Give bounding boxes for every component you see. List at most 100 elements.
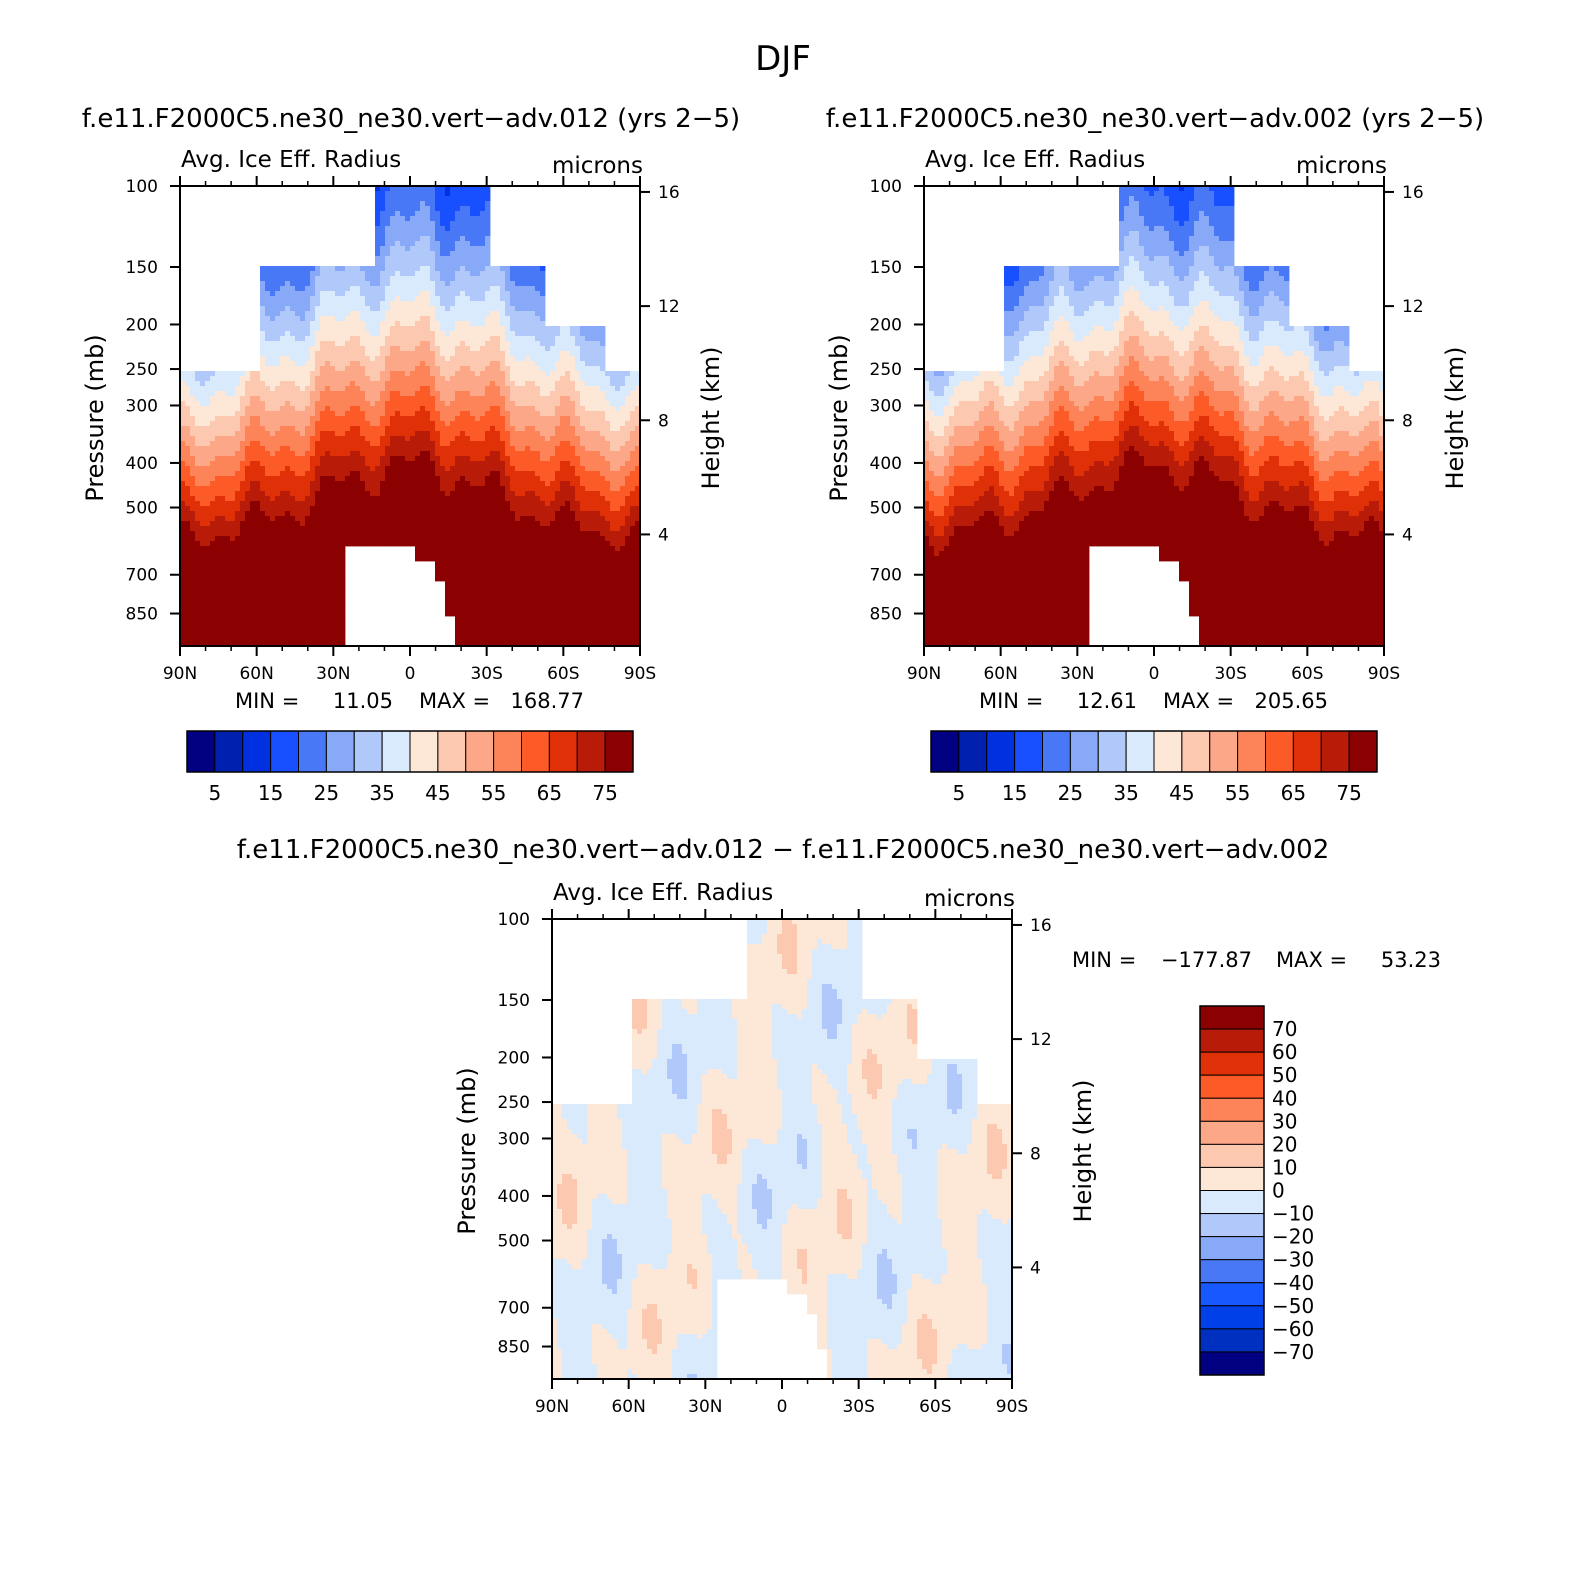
contour-cell [330, 501, 335, 506]
contour-cell [465, 291, 470, 296]
contour-cell [190, 376, 195, 381]
contour-cell [335, 331, 340, 336]
contour-cell [450, 406, 455, 411]
contour-cell [370, 531, 375, 536]
contour-cell [525, 386, 530, 391]
contour-cell [345, 406, 350, 411]
contour-cell [435, 576, 440, 581]
contour-cell [310, 316, 315, 321]
contour-cell [310, 566, 315, 571]
contour-cell [400, 341, 405, 346]
contour-cell [315, 516, 320, 521]
contour-cell [270, 321, 275, 326]
contour-cell [330, 396, 335, 401]
contour-cell [500, 616, 505, 621]
contour-cell [445, 551, 450, 556]
contour-cell [245, 611, 250, 616]
contour-cell [500, 521, 505, 526]
contour-cell [285, 511, 290, 516]
contour-cell [430, 471, 435, 476]
contour-cell [520, 356, 525, 361]
contour-cell [325, 606, 330, 611]
contour-cell [240, 381, 245, 386]
contour-cell [290, 511, 295, 516]
contour-cell [235, 551, 240, 556]
contour-cell [470, 596, 475, 601]
contour-cell [285, 361, 290, 366]
contour-cell [385, 266, 390, 271]
contour-cell [310, 486, 315, 491]
contour-cell [295, 391, 300, 396]
contour-cell [360, 491, 365, 496]
contour-cell [230, 386, 235, 391]
contour-cell [340, 406, 345, 411]
contour-cell [235, 371, 240, 376]
contour-cell [210, 381, 215, 386]
contour-cell [235, 636, 240, 641]
contour-cell [395, 321, 400, 326]
contour-cell [190, 441, 195, 446]
contour-cell [480, 396, 485, 401]
contour-cell [455, 576, 460, 581]
contour-cell [430, 461, 435, 466]
contour-cell [460, 446, 465, 451]
contour-cell [490, 276, 495, 281]
contour-cell [475, 351, 480, 356]
contour-cell [295, 581, 300, 586]
contour-cell [230, 581, 235, 586]
contour-cell [485, 511, 490, 516]
contour-cell [275, 611, 280, 616]
contour-cell [440, 456, 445, 461]
contour-cell [210, 471, 215, 476]
contour-cell [500, 586, 505, 591]
contour-cell [215, 531, 220, 536]
contour-cell [510, 551, 515, 556]
contour-cell [405, 336, 410, 341]
contour-cell [435, 496, 440, 501]
contour-cell [340, 336, 345, 341]
contour-cell [400, 451, 405, 456]
contour-cell [355, 476, 360, 481]
contour-cell [405, 306, 410, 311]
contour-cell [405, 536, 410, 541]
contour-cell [500, 466, 505, 471]
contour-cell [345, 536, 350, 541]
contour-cell [260, 271, 265, 276]
contour-cell [455, 311, 460, 316]
contour-cell [450, 191, 455, 196]
contour-cell [335, 606, 340, 611]
contour-cell [495, 586, 500, 591]
contour-cell [415, 356, 420, 361]
contour-cell [390, 256, 395, 261]
contour-cell [400, 286, 405, 291]
contour-cell [315, 611, 320, 616]
contour-cell [460, 536, 465, 541]
contour-cell [370, 456, 375, 461]
contour-cell [305, 441, 310, 446]
contour-cell [485, 301, 490, 306]
contour-cell [215, 371, 220, 376]
contour-cell [485, 451, 490, 456]
contour-cell [460, 291, 465, 296]
contour-cell [360, 376, 365, 381]
contour-cell [445, 496, 450, 501]
contour-cell [280, 291, 285, 296]
contour-cell [280, 356, 285, 361]
contour-cell [420, 226, 425, 231]
contour-cell [320, 326, 325, 331]
contour-cell [390, 436, 395, 441]
contour-cell [300, 531, 305, 536]
contour-cell [485, 611, 490, 616]
contour-cell [315, 586, 320, 591]
contour-cell [260, 481, 265, 486]
contour-cell [330, 331, 335, 336]
contour-cell [445, 191, 450, 196]
contour-cell [345, 346, 350, 351]
contour-cell [340, 316, 345, 321]
contour-cell [225, 401, 230, 406]
contour-cell [450, 391, 455, 396]
contour-cell [420, 556, 425, 561]
contour-cell [510, 471, 515, 476]
contour-cell [325, 431, 330, 436]
contour-cell [295, 356, 300, 361]
